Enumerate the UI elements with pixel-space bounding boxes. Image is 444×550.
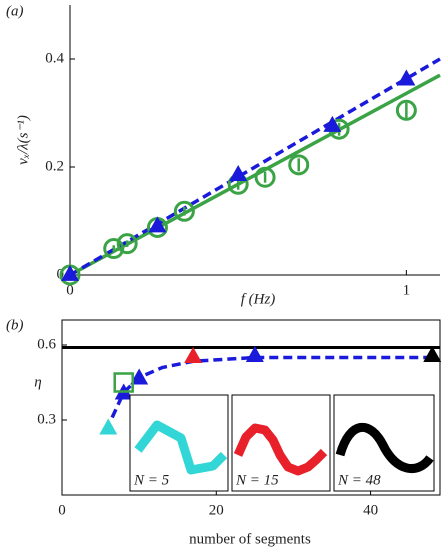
data-point xyxy=(113,372,134,393)
data-point xyxy=(116,233,138,255)
y-axis-label: vₓ/λ(s⁻¹) xyxy=(15,115,31,165)
inset-label: N = 48 xyxy=(337,472,381,488)
data-point xyxy=(148,216,167,233)
data-point xyxy=(103,238,125,260)
x-tick-label: 40 xyxy=(363,502,378,518)
fit-line xyxy=(110,355,433,419)
data-point xyxy=(130,368,149,385)
inset-1: N = 5 xyxy=(129,394,229,492)
inset-shape xyxy=(335,423,434,473)
y-tick-label: 0.6 xyxy=(37,336,56,352)
inset-label: N = 5 xyxy=(133,472,170,488)
x-axis-label: number of segments xyxy=(189,531,311,547)
x-tick-label: 0 xyxy=(66,282,74,298)
data-point xyxy=(288,154,310,176)
inset-shape xyxy=(134,420,228,475)
inset-3: N = 48 xyxy=(333,394,435,492)
x-tick-label: 1 xyxy=(403,282,411,298)
data-point xyxy=(397,69,416,86)
x-tick-label: 20 xyxy=(209,502,224,518)
inset-2: N = 15 xyxy=(231,394,331,492)
y-axis-label: η xyxy=(34,374,41,390)
data-point xyxy=(184,347,203,363)
data-point xyxy=(423,346,442,362)
data-point xyxy=(395,99,417,121)
fit-line xyxy=(69,57,441,277)
data-point xyxy=(245,346,264,362)
y-tick-label: 0.3 xyxy=(37,411,56,427)
inset-shape xyxy=(233,423,328,476)
y-tick-label: 0.2 xyxy=(45,158,64,174)
data-point xyxy=(254,166,276,188)
data-point xyxy=(61,264,79,281)
panel-label: (a) xyxy=(6,3,24,19)
inset-frame xyxy=(231,394,331,492)
y-tick-label: 0.4 xyxy=(45,50,64,66)
x-tick-label: 0 xyxy=(58,502,66,518)
data-point xyxy=(173,200,195,222)
x-axis-label: f (Hz) xyxy=(241,291,276,307)
data-point xyxy=(229,165,248,182)
data-point xyxy=(99,418,118,435)
panel-label: (b) xyxy=(6,317,24,333)
plot-frame xyxy=(61,319,441,496)
data-point xyxy=(323,115,342,132)
inset-label: N = 15 xyxy=(235,472,279,488)
